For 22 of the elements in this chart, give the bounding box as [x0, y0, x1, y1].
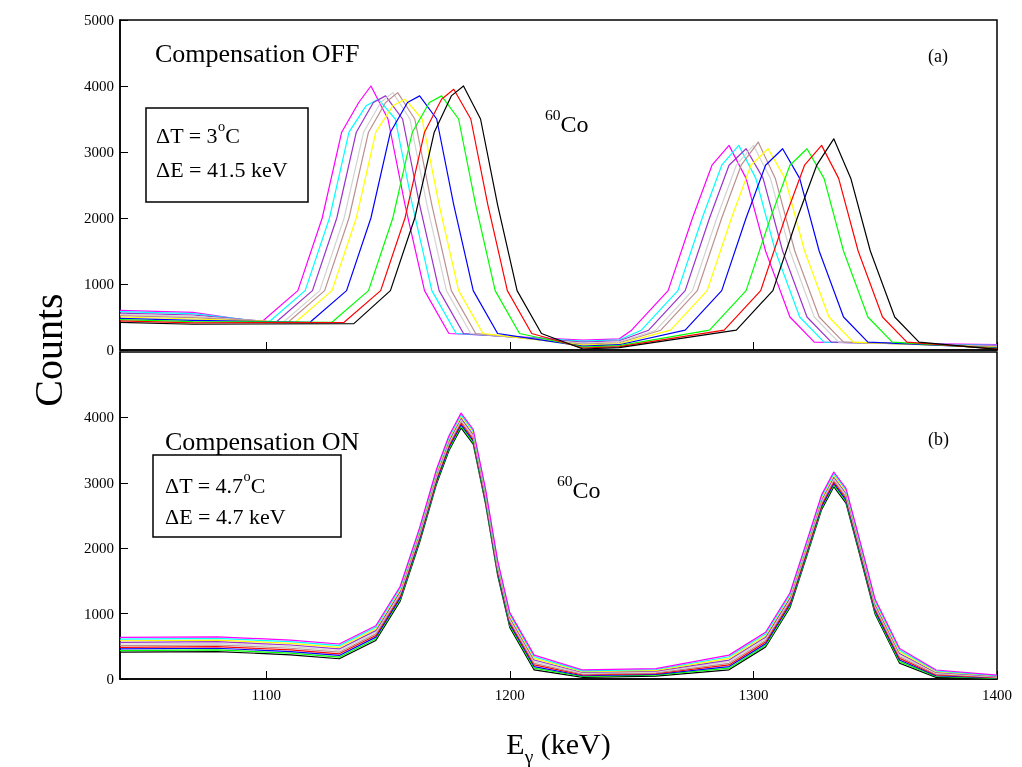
y-tick-label: 1000	[84, 605, 114, 622]
x-tick-label: 1300	[738, 686, 769, 703]
annotation: (b)	[928, 428, 949, 450]
y-tick-label: 2000	[84, 540, 114, 557]
y-tick-label: 4000	[84, 78, 114, 94]
y-tick-label: 1000	[84, 276, 114, 292]
text: Compensation ON	[165, 426, 360, 456]
x-tick-label: 1100	[251, 686, 281, 703]
x-tick-label: 1200	[494, 686, 525, 703]
annotation: ΔE = 41.5 keV	[156, 157, 288, 182]
annotation: ΔE = 4.7 keV	[165, 504, 286, 529]
y-tick-label: 3000	[84, 474, 114, 491]
y-tick-label: 2000	[84, 210, 114, 226]
y-tick-label: 3000	[84, 144, 114, 160]
y-tick-label: 4000	[84, 409, 114, 426]
y-tick-label: 0	[106, 342, 114, 358]
x-tick-label: 1400	[982, 686, 1012, 703]
y-tick-label: 0	[106, 671, 114, 687]
annotation: (a)	[928, 45, 948, 67]
y-tick-label: 5000	[84, 12, 114, 28]
y-axis-title: Counts	[25, 293, 71, 407]
text: Compensation OFF	[155, 38, 360, 68]
